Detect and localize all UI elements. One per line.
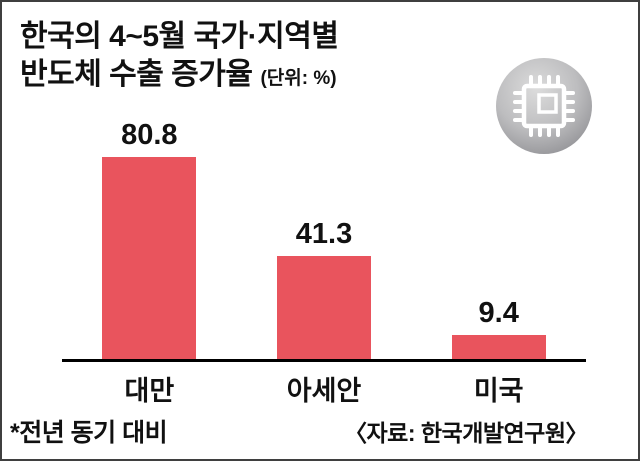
category-label: 대만 xyxy=(124,375,175,406)
semiconductor-chip-icon xyxy=(494,56,594,156)
bar-column: 80.8 xyxy=(62,119,237,359)
unit-label: (단위: %) xyxy=(260,68,337,90)
value-label: 9.4 xyxy=(478,296,519,329)
source-credit: 〈자료: 한국개발연구원〉 xyxy=(344,420,589,446)
category-label: 미국 xyxy=(473,375,524,406)
chart-title-line2: 반도체 수출 증가율 xyxy=(20,58,253,92)
category-label: 아세안 xyxy=(286,375,362,406)
footnote: *전년 동기 대비 xyxy=(10,419,168,447)
value-label: 41.3 xyxy=(295,217,353,250)
x-axis-line xyxy=(62,358,586,362)
chart-title-line1: 한국의 4~5월 국가·지역별 xyxy=(20,20,339,53)
value-label: 80.8 xyxy=(121,118,178,151)
bar-column: 9.4 xyxy=(411,297,586,359)
bar xyxy=(451,334,546,359)
bar xyxy=(277,255,371,359)
category-axis: 대만 아세안 미국 xyxy=(62,369,586,408)
bar-chart: 80.8 41.3 9.4 xyxy=(62,119,586,359)
bar xyxy=(102,156,197,359)
chart-footer: *전년 동기 대비 〈자료: 한국개발연구원〉 xyxy=(2,413,638,449)
chart-header: 한국의 4~5월 국가·지역별 반도체 수출 증가율 (단위: %) xyxy=(2,2,638,95)
bar-column: 41.3 xyxy=(237,218,412,359)
